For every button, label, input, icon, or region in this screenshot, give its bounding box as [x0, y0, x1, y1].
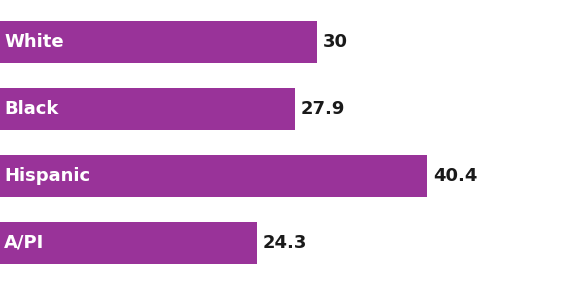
Text: Black: Black: [4, 100, 59, 118]
Text: 40.4: 40.4: [433, 167, 477, 185]
Text: 27.9: 27.9: [301, 100, 345, 118]
Bar: [0, 88, 294, 130]
Bar: [0, 222, 257, 264]
Text: A/PI: A/PI: [4, 234, 45, 252]
Bar: [0, 155, 426, 197]
Text: 24.3: 24.3: [263, 234, 307, 252]
Text: 30: 30: [323, 33, 348, 51]
Text: Hispanic: Hispanic: [4, 167, 90, 185]
Bar: [0, 21, 317, 63]
Text: White: White: [4, 33, 64, 51]
